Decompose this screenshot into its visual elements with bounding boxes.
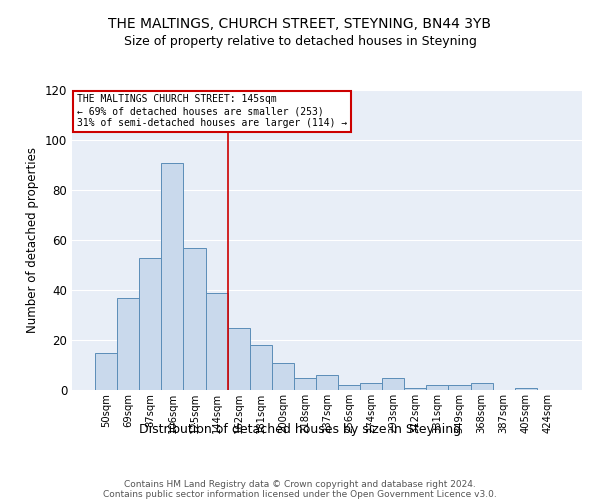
Text: Contains HM Land Registry data © Crown copyright and database right 2024.
Contai: Contains HM Land Registry data © Crown c… (103, 480, 497, 500)
Bar (272, 362, 294, 390)
Bar (360, 382, 382, 390)
Bar (294, 378, 316, 390)
Text: Size of property relative to detached houses in Steyning: Size of property relative to detached ho… (124, 35, 476, 48)
Bar (316, 375, 338, 390)
Bar (470, 382, 493, 390)
Bar (139, 258, 161, 390)
Text: Distribution of detached houses by size in Steyning: Distribution of detached houses by size … (139, 422, 461, 436)
Bar (227, 328, 250, 390)
Bar (117, 298, 139, 390)
Bar (404, 388, 427, 390)
Text: THE MALTINGS CHURCH STREET: 145sqm
← 69% of detached houses are smaller (253)
31: THE MALTINGS CHURCH STREET: 145sqm ← 69%… (77, 94, 347, 128)
Bar (250, 345, 272, 390)
Bar (206, 292, 227, 390)
Bar (427, 385, 448, 390)
Bar (515, 388, 537, 390)
Bar (338, 385, 360, 390)
Bar (161, 162, 184, 390)
Bar (95, 352, 117, 390)
Bar (184, 248, 206, 390)
Text: THE MALTINGS, CHURCH STREET, STEYNING, BN44 3YB: THE MALTINGS, CHURCH STREET, STEYNING, B… (109, 18, 491, 32)
Bar (448, 385, 470, 390)
Y-axis label: Number of detached properties: Number of detached properties (26, 147, 39, 333)
Bar (382, 378, 404, 390)
